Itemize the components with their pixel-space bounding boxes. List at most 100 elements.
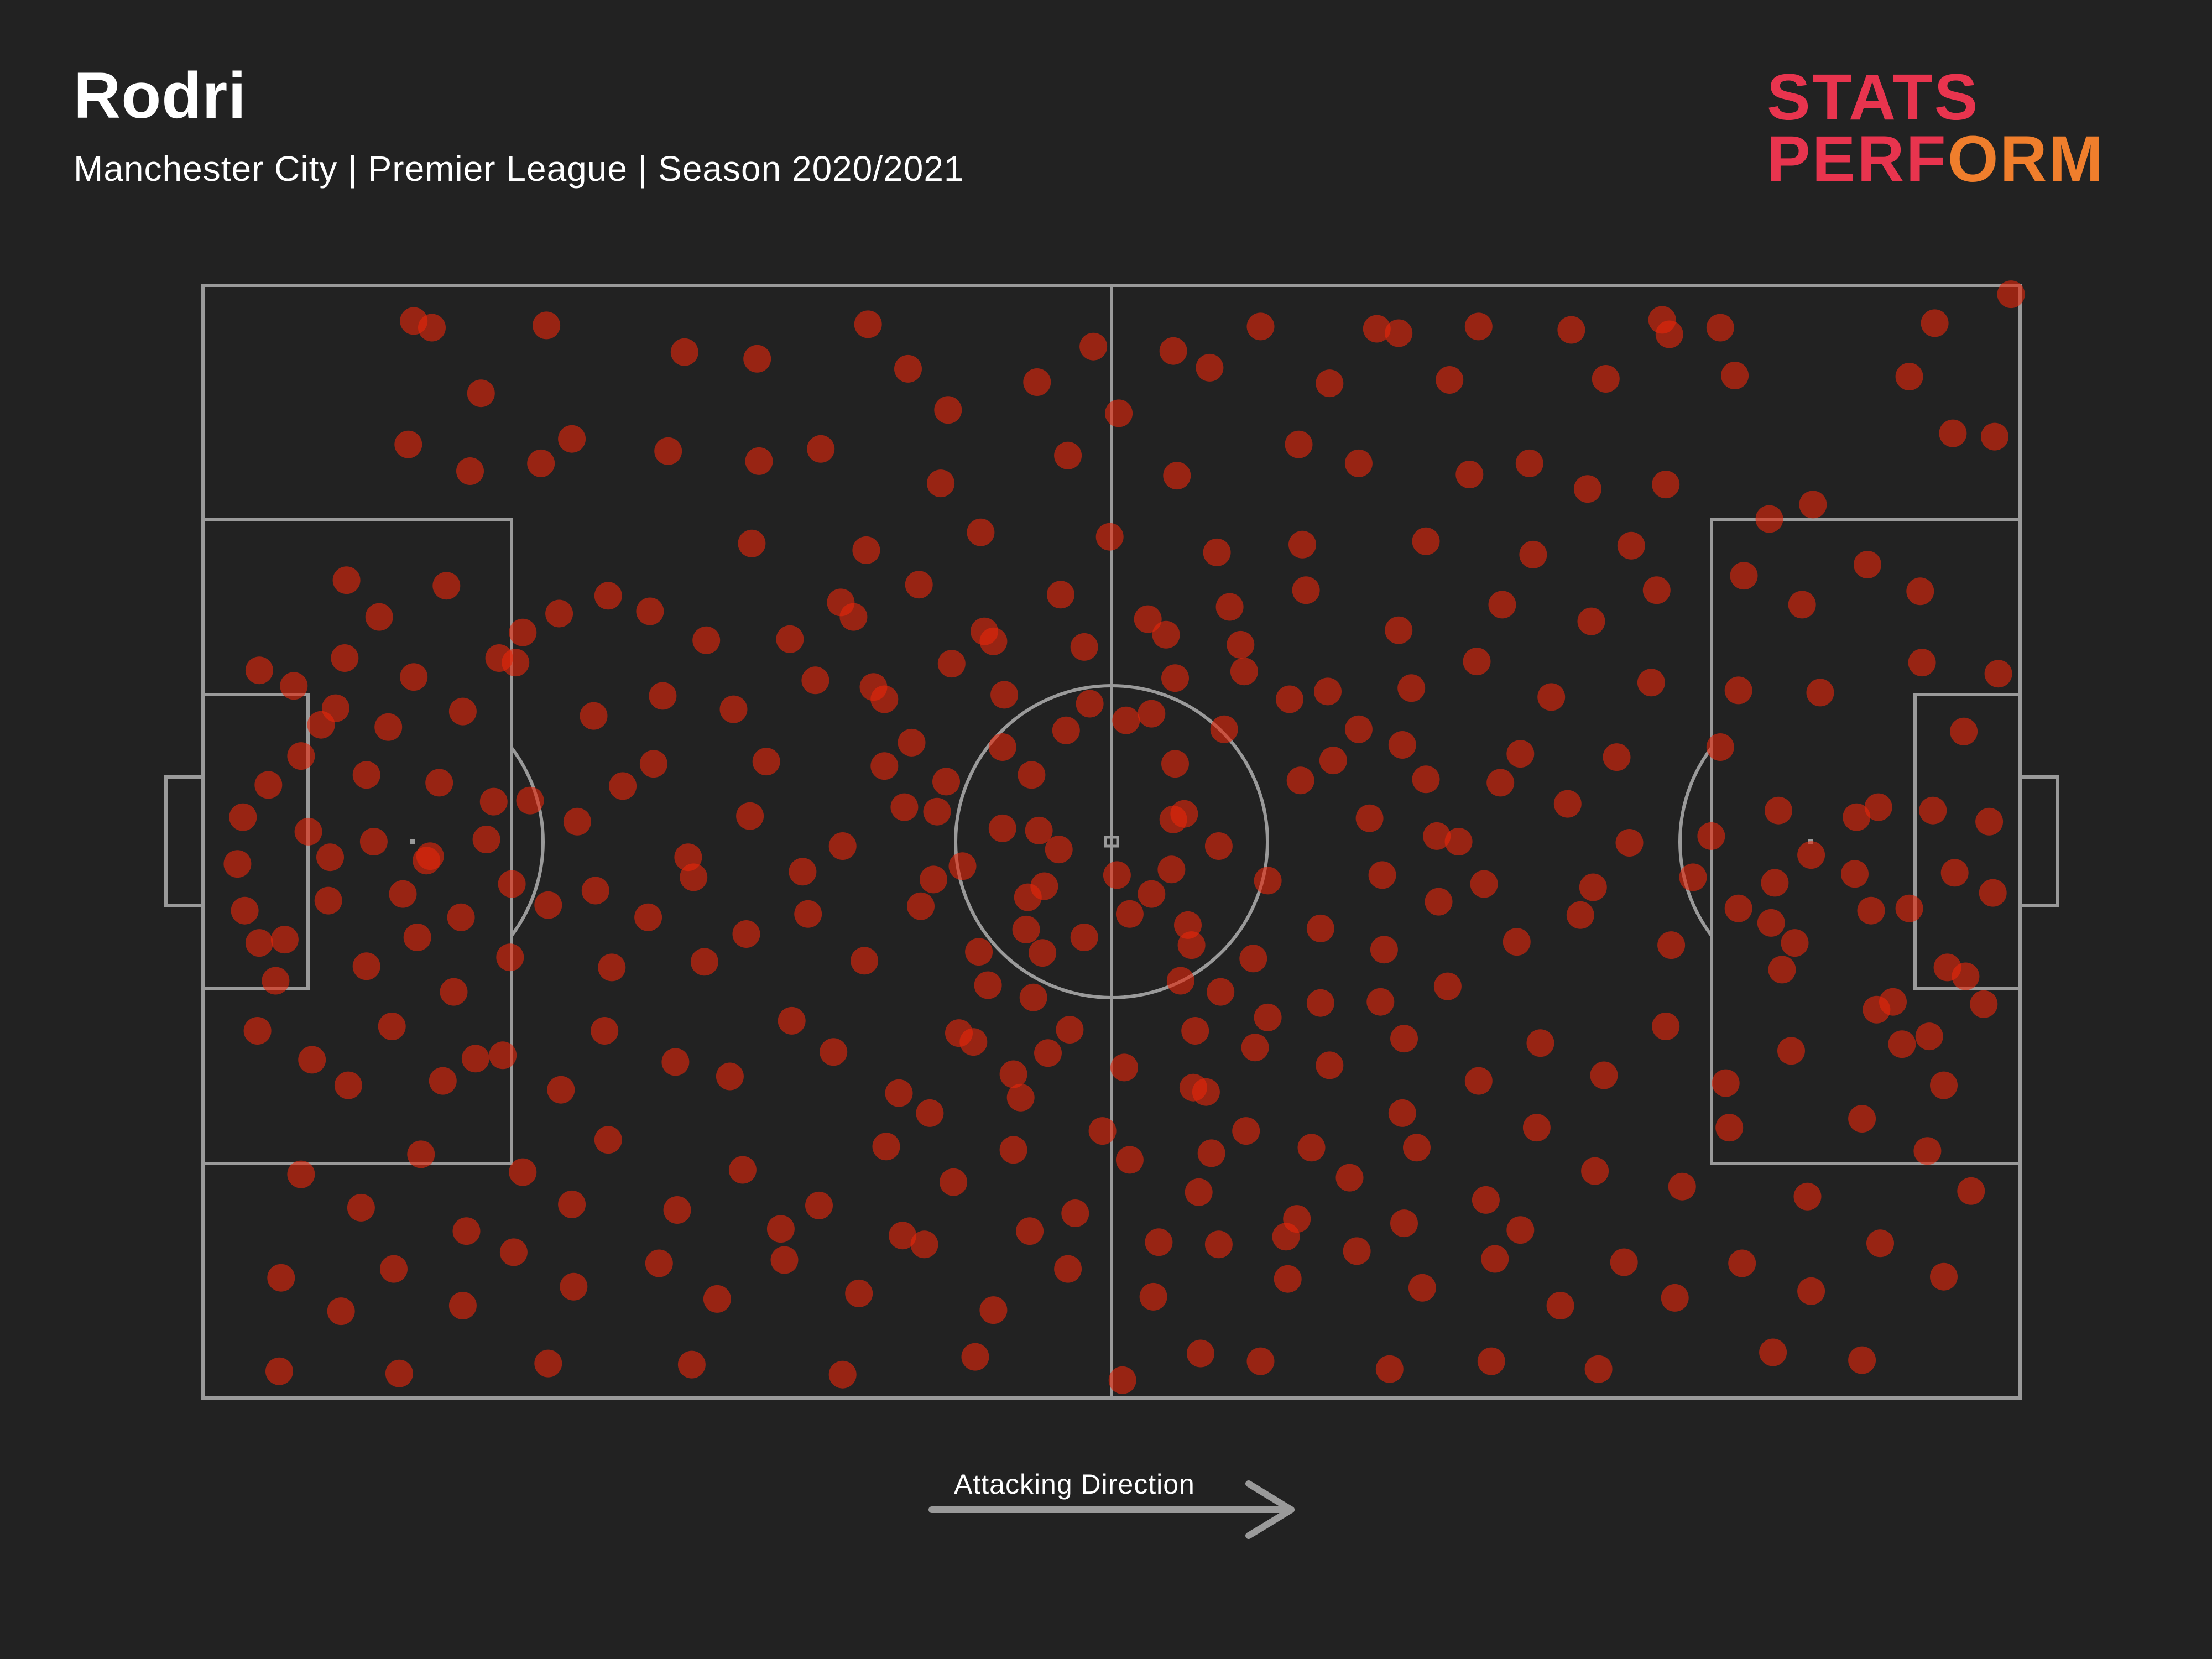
touch-point xyxy=(927,469,955,498)
touch-point xyxy=(1192,1078,1220,1106)
logo-line-2-tail: ORM xyxy=(1947,123,2105,196)
touch-point xyxy=(1335,1164,1364,1192)
touch-point xyxy=(1286,766,1314,795)
touch-point xyxy=(1344,449,1373,477)
touch-point xyxy=(1590,1061,1618,1089)
attacking-direction-arrow xyxy=(928,1480,1295,1539)
touch-point xyxy=(703,1285,731,1313)
touch-point xyxy=(1166,967,1194,995)
touch-point xyxy=(1134,605,1162,633)
touch-point xyxy=(254,771,283,799)
touch-point xyxy=(1526,1029,1554,1057)
touch-point xyxy=(1759,1338,1787,1366)
touch-point xyxy=(828,832,857,860)
touch-point xyxy=(1603,743,1631,771)
touch-point xyxy=(563,807,591,836)
touch-point xyxy=(609,772,637,800)
touch-point xyxy=(663,1196,691,1224)
logo-line-2: PERFORM xyxy=(1767,127,2105,192)
touch-point xyxy=(489,1041,517,1070)
touch-point xyxy=(1470,870,1498,898)
touch-point xyxy=(1888,1030,1916,1058)
touch-point xyxy=(1088,1117,1117,1145)
touch-point xyxy=(591,1017,619,1045)
touch-point xyxy=(452,1217,481,1245)
touch-point xyxy=(314,886,342,915)
touch-point xyxy=(580,702,608,730)
touch-point xyxy=(1642,576,1671,604)
touch-point xyxy=(1806,679,1834,707)
touch-point xyxy=(594,582,622,610)
touch-point xyxy=(1061,1199,1089,1227)
touch-point xyxy=(1592,365,1620,393)
touch-point xyxy=(732,920,760,948)
touch-point xyxy=(1246,312,1275,341)
touch-point xyxy=(1274,1265,1302,1293)
touch-point xyxy=(1185,1178,1213,1206)
touch-point xyxy=(1306,914,1334,942)
touch-point xyxy=(1455,461,1484,488)
touch-point xyxy=(1979,879,2007,907)
left-penalty-spot xyxy=(410,839,415,844)
touch-point xyxy=(728,1156,757,1184)
touch-point xyxy=(1112,706,1140,734)
touch-point xyxy=(545,599,573,628)
touch-point xyxy=(1950,717,1978,745)
pitch-markings xyxy=(164,284,2059,1400)
touch-point xyxy=(1981,422,2008,451)
touch-point xyxy=(1412,527,1440,555)
touch-point xyxy=(1919,796,1947,825)
touch-point xyxy=(1054,441,1082,469)
touch-point xyxy=(1159,337,1187,365)
touch-point xyxy=(1306,989,1334,1017)
touch-point xyxy=(1204,832,1233,860)
touch-point xyxy=(716,1062,744,1091)
touch-point xyxy=(1615,829,1644,857)
touch-point xyxy=(1481,1245,1509,1273)
touch-point xyxy=(1272,1223,1300,1251)
touch-point xyxy=(1161,750,1189,778)
touch-point xyxy=(670,338,698,366)
touch-point xyxy=(1285,430,1313,458)
touch-point xyxy=(1768,956,1796,984)
touch-point xyxy=(1174,911,1202,939)
touch-point xyxy=(634,903,662,931)
touch-point xyxy=(509,1158,537,1186)
touch-point xyxy=(789,858,817,886)
touch-point xyxy=(776,625,804,653)
touch-point xyxy=(1975,807,2004,836)
touch-point xyxy=(1913,1137,1942,1165)
touch-point xyxy=(447,903,475,931)
touch-point xyxy=(1239,945,1267,973)
touch-point xyxy=(1915,1022,1943,1051)
touch-point xyxy=(1679,863,1707,891)
touch-point xyxy=(1464,1067,1493,1095)
touch-point xyxy=(1070,633,1098,661)
touch-point xyxy=(820,1038,848,1066)
touch-point xyxy=(1388,1099,1416,1127)
touch-point xyxy=(654,437,682,465)
touch-point xyxy=(736,802,764,830)
touch-point xyxy=(485,644,513,672)
touch-point xyxy=(1316,1051,1344,1079)
touch-point xyxy=(639,750,667,778)
touch-point xyxy=(560,1272,588,1301)
touch-point xyxy=(1423,822,1451,850)
touch-point xyxy=(374,713,403,741)
touch-point xyxy=(965,938,993,966)
touch-point xyxy=(1730,562,1758,590)
touch-point xyxy=(743,345,771,373)
touch-point xyxy=(294,817,322,846)
touch-point xyxy=(1515,449,1543,477)
touch-point xyxy=(1385,319,1413,347)
touch-point xyxy=(1138,880,1166,908)
touch-point xyxy=(1152,620,1180,649)
centre-circle xyxy=(954,684,1269,999)
touch-point xyxy=(1408,1274,1436,1302)
touch-point xyxy=(1006,1083,1035,1112)
touch-point xyxy=(923,797,951,826)
touch-point xyxy=(380,1255,408,1283)
touch-point xyxy=(1145,1228,1173,1256)
touch-point xyxy=(352,761,380,789)
touch-point xyxy=(1715,1114,1744,1142)
